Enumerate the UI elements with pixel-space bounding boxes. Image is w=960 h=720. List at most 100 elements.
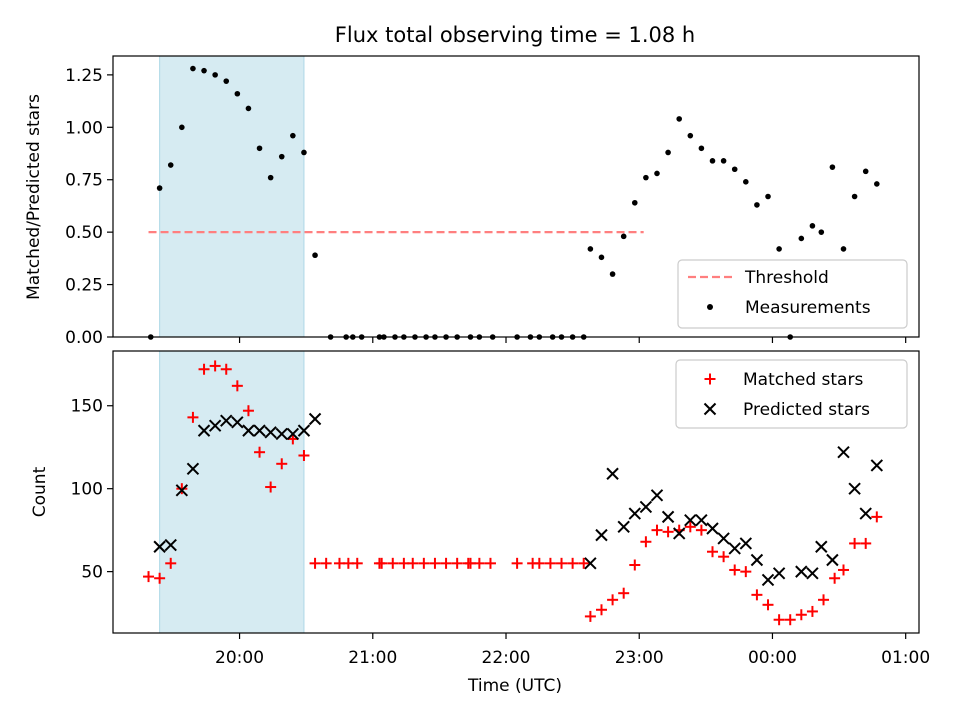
measurement-point (720, 158, 727, 164)
legend-measurements-label: Measurements (745, 298, 871, 318)
measurement-point (698, 145, 705, 152)
matched-star-point (298, 450, 310, 462)
matched-star-point (407, 557, 419, 569)
measurement-point (190, 65, 196, 72)
predicted-star-point (706, 522, 719, 535)
measurement-point (234, 90, 241, 97)
matched-star-point (198, 363, 210, 375)
predicted-star-point (672, 527, 686, 540)
matched-star-point (320, 557, 332, 569)
matched-star-point (584, 610, 596, 622)
bottom-points (143, 360, 884, 626)
measurement-point (312, 252, 318, 259)
matched-star-point (662, 526, 674, 538)
measurement-point (765, 193, 771, 200)
matched-star-point (578, 557, 590, 569)
top-y-tick-label: 0.50 (65, 223, 103, 243)
matched-star-point (795, 609, 807, 621)
measurement-point (167, 162, 174, 168)
top-y-axis-label: Matched/Predicted stars (24, 94, 44, 300)
matched-star-point (165, 557, 177, 569)
legend-plus-marker (704, 373, 716, 385)
matched-star-point (143, 571, 155, 583)
matched-star-point (440, 557, 452, 569)
matched-star-point (762, 599, 774, 611)
matched-star-point (849, 537, 861, 549)
measurement-point (754, 202, 760, 208)
legend-predicted-swatch (703, 402, 717, 416)
matched-star-point (729, 564, 741, 576)
predicted-star-point (650, 489, 664, 502)
predicted-star-point (286, 427, 300, 441)
measurement-point (687, 132, 694, 139)
predicted-star-point (297, 424, 311, 437)
predicted-star-point (308, 412, 322, 426)
matched-star-point (740, 566, 752, 578)
matched-star-point (695, 524, 707, 536)
matched-star-point (556, 557, 568, 569)
measurement-point (290, 132, 296, 139)
measurement-point (743, 179, 749, 185)
legend-x-marker (703, 402, 717, 416)
measurement-point (798, 235, 805, 242)
top-axes-frame (112, 55, 920, 338)
measurement-point (245, 105, 252, 112)
measurement-point (709, 158, 716, 164)
matched-star-point (265, 481, 277, 493)
matched-star-point (511, 557, 523, 569)
matched-star-point (618, 587, 630, 599)
matched-star-point (629, 559, 641, 571)
measurement-point (631, 199, 638, 206)
predicted-star-point (617, 520, 630, 534)
matched-star-point (231, 380, 243, 392)
predicted-star-point (208, 419, 222, 432)
measurement-point (654, 170, 660, 177)
matched-star-point (176, 483, 188, 495)
measurement-point (643, 174, 649, 181)
legend-matched-label: Matched stars (743, 370, 863, 390)
x-tick-label: 21:00 (348, 648, 397, 668)
matched-star-point (276, 458, 288, 470)
predicted-star-point (695, 513, 708, 527)
matched-star-point (220, 363, 232, 375)
predicted-star-point (837, 445, 850, 459)
bottom-y-tick-label: 100 (71, 480, 103, 500)
predicted-star-point (848, 482, 861, 495)
top-panel: 0.00 0.25 0.50 0.75 1.00 1.25 Matched/Predict… (24, 55, 920, 348)
legend-predicted-label: Predicted stars (743, 400, 870, 420)
matched-star-point (784, 614, 796, 626)
measurement-point (840, 246, 847, 252)
matched-star-point (640, 536, 652, 548)
predicted-star-point (153, 540, 166, 553)
predicted-star-point (197, 424, 211, 437)
predicted-star-point (870, 459, 884, 472)
measurement-point (223, 78, 230, 84)
x-tick-label: 20:00 (215, 648, 264, 668)
matched-star-point (829, 572, 841, 584)
top-y-ticks: 0.00 0.25 0.50 0.75 1.00 1.25 (65, 66, 113, 348)
measurement-point (598, 254, 605, 261)
matched-star-point (607, 594, 619, 606)
measurement-point (156, 185, 163, 191)
predicted-star-point (815, 540, 828, 553)
top-y-tick-label: 0.25 (65, 276, 103, 296)
predicted-star-point (595, 528, 608, 542)
top-y-tick-label: 1.25 (65, 66, 103, 86)
bottom-x-ticks: 20:00 21:00 22:00 23:00 00:00 01:00 (215, 633, 930, 668)
measurement-point (851, 193, 858, 200)
matched-star-point (154, 572, 166, 584)
top-y-tick-label: 0.75 (65, 171, 103, 191)
x-axis-label: Time (UTC) (467, 676, 562, 696)
measurement-point (862, 168, 869, 175)
predicted-star-point (264, 426, 277, 439)
matched-star-point (473, 557, 485, 569)
top-legend-box (677, 259, 908, 329)
matched-star-point (187, 411, 199, 423)
predicted-star-point (826, 553, 839, 567)
top-y-tick-label: 1.00 (65, 118, 103, 138)
top-y-tick-label: 0.00 (65, 328, 103, 348)
matched-star-point (544, 557, 556, 569)
x-tick-label: 23:00 (615, 648, 664, 668)
